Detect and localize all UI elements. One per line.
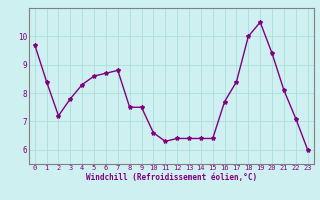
X-axis label: Windchill (Refroidissement éolien,°C): Windchill (Refroidissement éolien,°C) xyxy=(86,173,257,182)
